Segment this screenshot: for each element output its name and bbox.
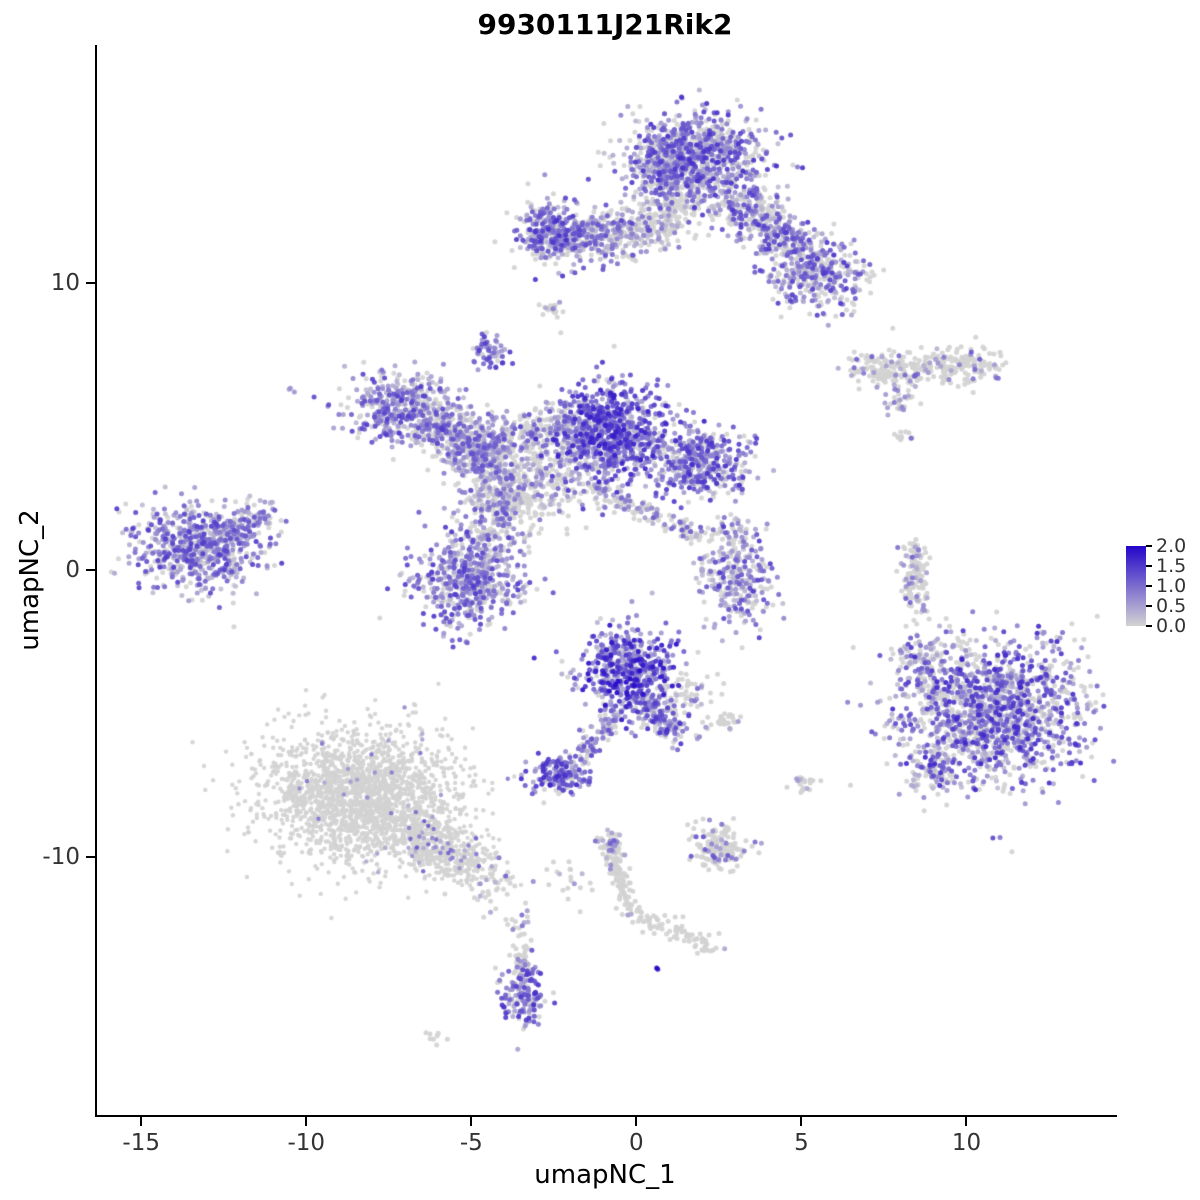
color-legend: 2.0 1.5 1.0 0.5 0.0 xyxy=(1126,536,1200,637)
plot-area xyxy=(95,45,1117,1117)
legend-tick-label: 2.0 xyxy=(1156,535,1187,557)
y-tick-label: 10 xyxy=(50,270,80,297)
x-axis-label: umapNC_1 xyxy=(534,1160,676,1190)
y-tick-label: 0 xyxy=(65,556,80,583)
x-tick-mark xyxy=(470,1117,473,1126)
plot-title: 9930111J21Rik2 xyxy=(477,8,733,41)
legend-tick-mark xyxy=(1146,545,1152,547)
x-tick-mark xyxy=(305,1117,308,1126)
x-tick-mark xyxy=(800,1117,803,1126)
y-tick-mark xyxy=(86,855,95,858)
legend-tick-mark xyxy=(1146,625,1152,627)
x-tick-label: -5 xyxy=(459,1130,483,1156)
y-tick-label: -10 xyxy=(42,843,80,870)
x-tick-label: 5 xyxy=(794,1130,809,1156)
y-axis-label: umapNC_2 xyxy=(15,509,45,651)
legend-gradient-bar xyxy=(1126,546,1146,626)
x-tick-label: 0 xyxy=(629,1130,644,1156)
legend-tick-mark xyxy=(1146,585,1152,587)
scatter-points-canvas xyxy=(97,45,1117,1115)
y-tick-mark xyxy=(86,568,95,571)
legend-tick-mark xyxy=(1146,605,1152,607)
x-tick-mark xyxy=(635,1117,638,1126)
x-tick-mark xyxy=(140,1117,143,1126)
x-tick-mark xyxy=(965,1117,968,1126)
x-tick-label: -15 xyxy=(122,1130,160,1156)
y-tick-mark xyxy=(86,282,95,285)
legend-tick-label: 0.5 xyxy=(1156,595,1187,617)
x-tick-label: -10 xyxy=(287,1130,326,1156)
legend-tick-label: 1.0 xyxy=(1156,575,1187,597)
legend-tick-label: 0.0 xyxy=(1156,615,1187,637)
x-tick-label: 10 xyxy=(951,1130,982,1156)
legend-tick-mark xyxy=(1146,565,1152,567)
legend-tick-label: 1.5 xyxy=(1156,555,1187,577)
